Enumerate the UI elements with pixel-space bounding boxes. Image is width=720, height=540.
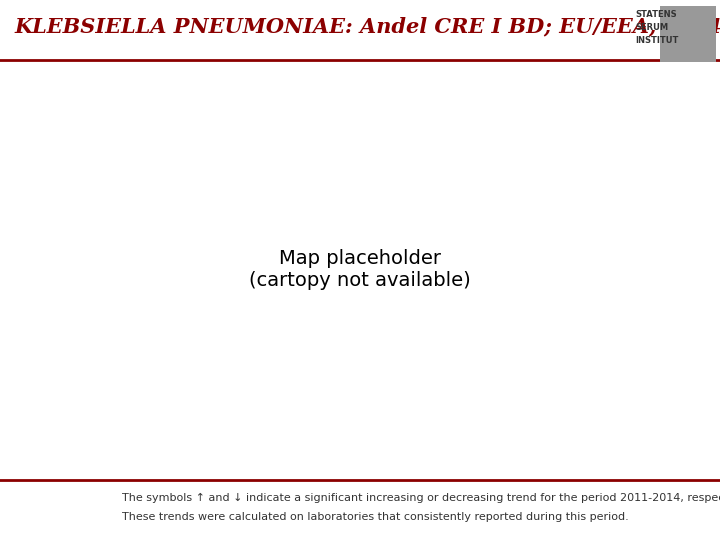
Text: Map placeholder
(cartopy not available): Map placeholder (cartopy not available): [249, 249, 471, 291]
Bar: [660, 6, 716, 62]
Text: INSTITUT: INSTITUT: [635, 36, 679, 45]
Text: KLEBSIELLA PNEUMONIAE: Andel CRE I BD; EU/EEA, 2014: KLEBSIELLA PNEUMONIAE: Andel CRE I BD; E…: [14, 16, 720, 36]
Text: SERUM: SERUM: [635, 23, 668, 32]
Text: The symbols ↑ and ↓ indicate a significant increasing or decreasing trend for th: The symbols ↑ and ↓ indicate a significa…: [122, 493, 720, 503]
Text: STATENS: STATENS: [635, 10, 677, 19]
Text: These trends were calculated on laboratories that consistently reported during t: These trends were calculated on laborato…: [122, 512, 629, 522]
